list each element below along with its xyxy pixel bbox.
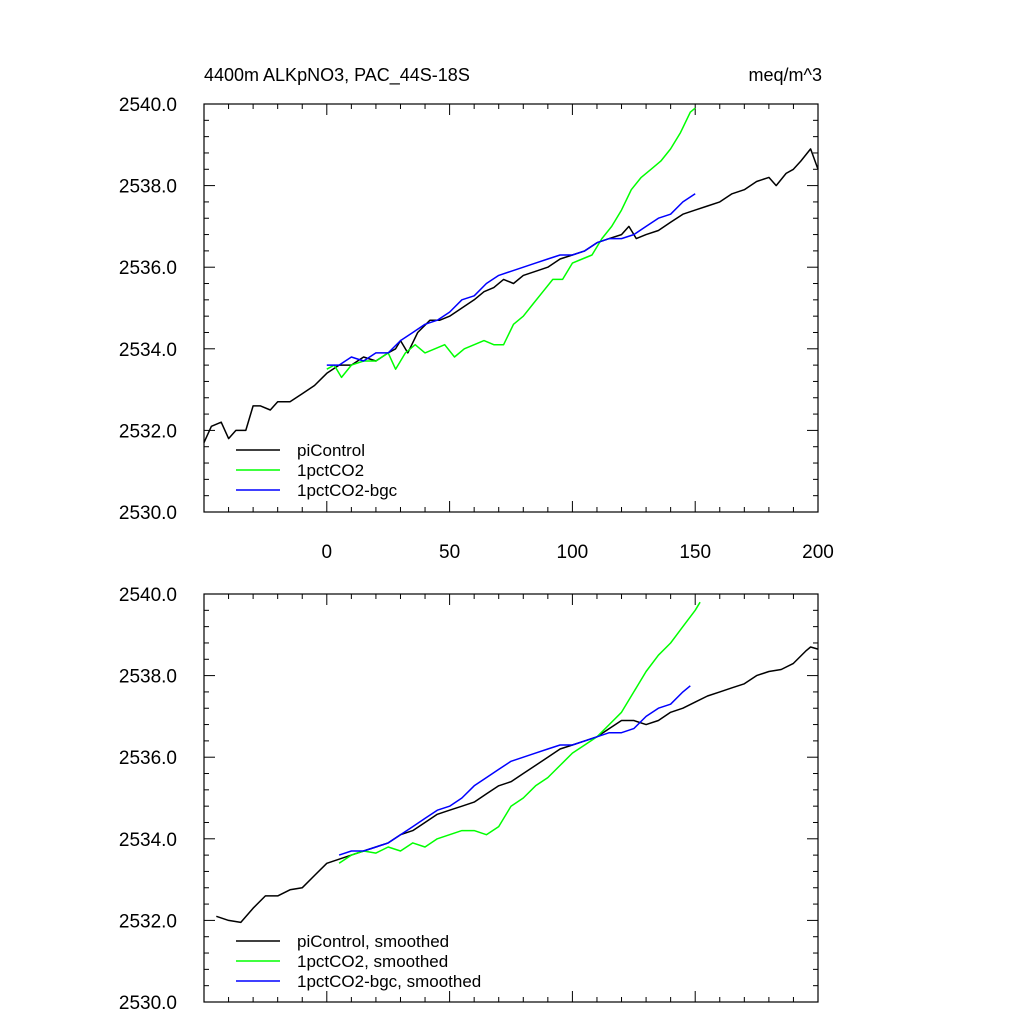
y-tick-label: 2536.0 [119, 748, 177, 769]
y-tick-label: 2538.0 [119, 177, 177, 198]
y-tick-label: 2536.0 [119, 258, 177, 279]
top-panel-ticks: 2530.0 2532.0 2534.0 2536.0 2538.0 2540.0 0 50 1… [119, 95, 834, 563]
legend-label: 1pctCO2, smoothed [297, 952, 448, 971]
series-line [216, 646, 819, 924]
legend-label: 1pctCO2-bgc, smoothed [297, 972, 481, 991]
legend-label: piControl, smoothed [297, 932, 449, 951]
y-tick-label: 2538.0 [119, 667, 177, 688]
y-tick-label: 2540.0 [119, 95, 177, 116]
bottom-panel-ticks: 2530.0 2532.0 2534.0 2536.0 2538.0 2540.0 [119, 585, 819, 1014]
legend-label: 1pctCO2-bgc [297, 481, 398, 500]
x-tick-label: 200 [802, 542, 834, 563]
y-tick-label: 2534.0 [119, 830, 177, 851]
legend-label: piControl [297, 441, 365, 460]
x-tick-label: 150 [679, 542, 711, 563]
x-tick-label: 0 [322, 542, 333, 563]
top-panel: 4400m ALKpNO3, PAC_44S-18S meq/m^3 2530.… [119, 65, 834, 563]
bottom-panel: 2530.0 2532.0 2534.0 2536.0 2538.0 2540.0 piC… [119, 585, 819, 1014]
x-tick-label: 100 [557, 542, 589, 563]
top-panel-series [203, 107, 819, 443]
bottom-panel-frame [203, 593, 819, 1003]
legend-label: 1pctCO2 [297, 461, 364, 480]
series-line [326, 193, 696, 366]
top-panel-units: meq/m^3 [749, 65, 822, 85]
series-line [338, 601, 701, 864]
y-tick-label: 2534.0 [119, 340, 177, 361]
y-tick-label: 2530.0 [119, 993, 177, 1014]
y-tick-label: 2532.0 [119, 911, 177, 932]
series-line [338, 685, 691, 856]
top-panel-title: 4400m ALKpNO3, PAC_44S-18S [204, 65, 470, 86]
top-panel-frame [203, 103, 819, 513]
bottom-panel-series [216, 601, 819, 924]
series-line [203, 148, 819, 443]
y-tick-label: 2532.0 [119, 421, 177, 442]
y-tick-label: 2530.0 [119, 503, 177, 524]
y-tick-label: 2540.0 [119, 585, 177, 606]
series-line [326, 107, 696, 379]
x-tick-label: 50 [439, 542, 460, 563]
